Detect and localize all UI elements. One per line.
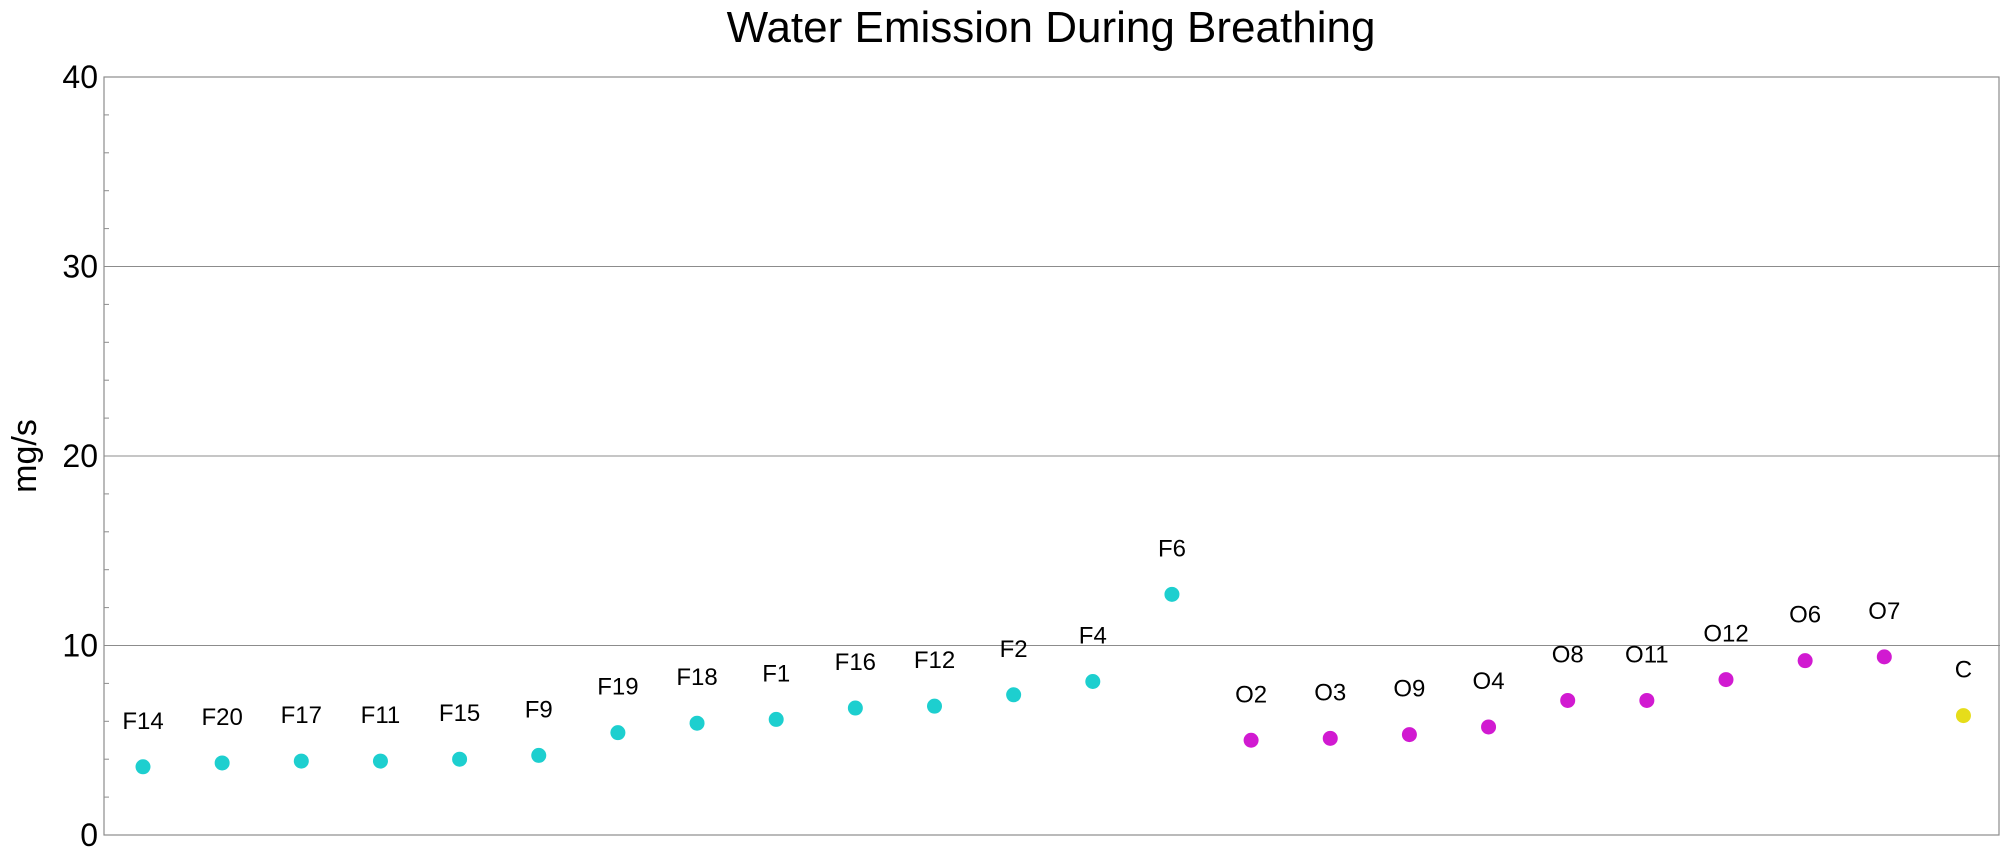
point-label-F14: F14 — [122, 708, 163, 735]
point-label-O12: O12 — [1703, 621, 1748, 648]
point-label-F20: F20 — [201, 704, 242, 731]
point-label-C: C — [1955, 657, 1972, 684]
y-tick-label-20: 20 — [62, 438, 98, 474]
point-O6 — [1797, 653, 1813, 669]
point-C — [1955, 708, 1971, 724]
point-O9 — [1401, 727, 1417, 743]
point-O7 — [1876, 649, 1892, 665]
point-O2 — [1243, 732, 1259, 748]
y-axis-ticks: 0 10 20 30 40 — [62, 59, 113, 853]
y-tick-label-0: 0 — [80, 817, 98, 853]
point-label-O7: O7 — [1868, 598, 1900, 625]
point-label-O4: O4 — [1473, 668, 1505, 695]
point-label-O11: O11 — [1625, 641, 1669, 668]
point-label-O8: O8 — [1552, 641, 1584, 668]
data-points — [135, 586, 1971, 775]
point-label-F1: F1 — [762, 660, 790, 687]
point-O11 — [1639, 692, 1655, 708]
chart-title: Water Emission During Breathing — [727, 3, 1376, 52]
gridlines — [104, 266, 2000, 646]
y-tick-label-30: 30 — [62, 249, 98, 285]
point-F17 — [293, 753, 309, 769]
point-F19 — [610, 725, 626, 741]
point-F11 — [372, 753, 388, 769]
point-label-F19: F19 — [597, 674, 638, 701]
point-label-O2: O2 — [1235, 681, 1267, 708]
point-label-F4: F4 — [1079, 623, 1107, 650]
point-label-F17: F17 — [281, 702, 322, 729]
point-F2 — [1006, 687, 1022, 703]
point-F15 — [452, 751, 468, 767]
point-label-F9: F9 — [525, 696, 553, 723]
point-F4 — [1085, 674, 1101, 690]
point-F14 — [135, 759, 151, 775]
point-F12 — [927, 698, 942, 714]
point-F1 — [768, 711, 784, 727]
y-axis-label: mg/s — [6, 419, 44, 493]
point-label-F16: F16 — [835, 649, 876, 676]
point-label-F2: F2 — [1000, 636, 1028, 663]
point-label-F12: F12 — [914, 647, 955, 674]
point-O4 — [1481, 719, 1497, 735]
y-tick-label-10: 10 — [62, 628, 98, 664]
point-labels: F14 F20 F17 F11 F15 F9 F19 F18 F1 F16 F12 F2 F4 F6 O2 O… — [122, 535, 1972, 734]
point-label-O9: O9 — [1393, 676, 1425, 703]
point-O3 — [1322, 730, 1338, 746]
point-O8 — [1560, 692, 1576, 708]
point-F6 — [1164, 586, 1180, 602]
point-label-F15: F15 — [439, 700, 480, 727]
point-label-O6: O6 — [1789, 602, 1821, 629]
point-label-O3: O3 — [1314, 679, 1346, 706]
point-F20 — [214, 755, 230, 771]
point-label-F6: F6 — [1158, 535, 1186, 562]
point-label-F18: F18 — [676, 664, 717, 691]
point-label-F11: F11 — [361, 702, 401, 729]
point-F18 — [689, 715, 705, 731]
point-F16 — [847, 700, 863, 716]
y-tick-label-40: 40 — [62, 59, 98, 95]
point-F9 — [531, 747, 547, 763]
point-O12 — [1718, 672, 1734, 688]
